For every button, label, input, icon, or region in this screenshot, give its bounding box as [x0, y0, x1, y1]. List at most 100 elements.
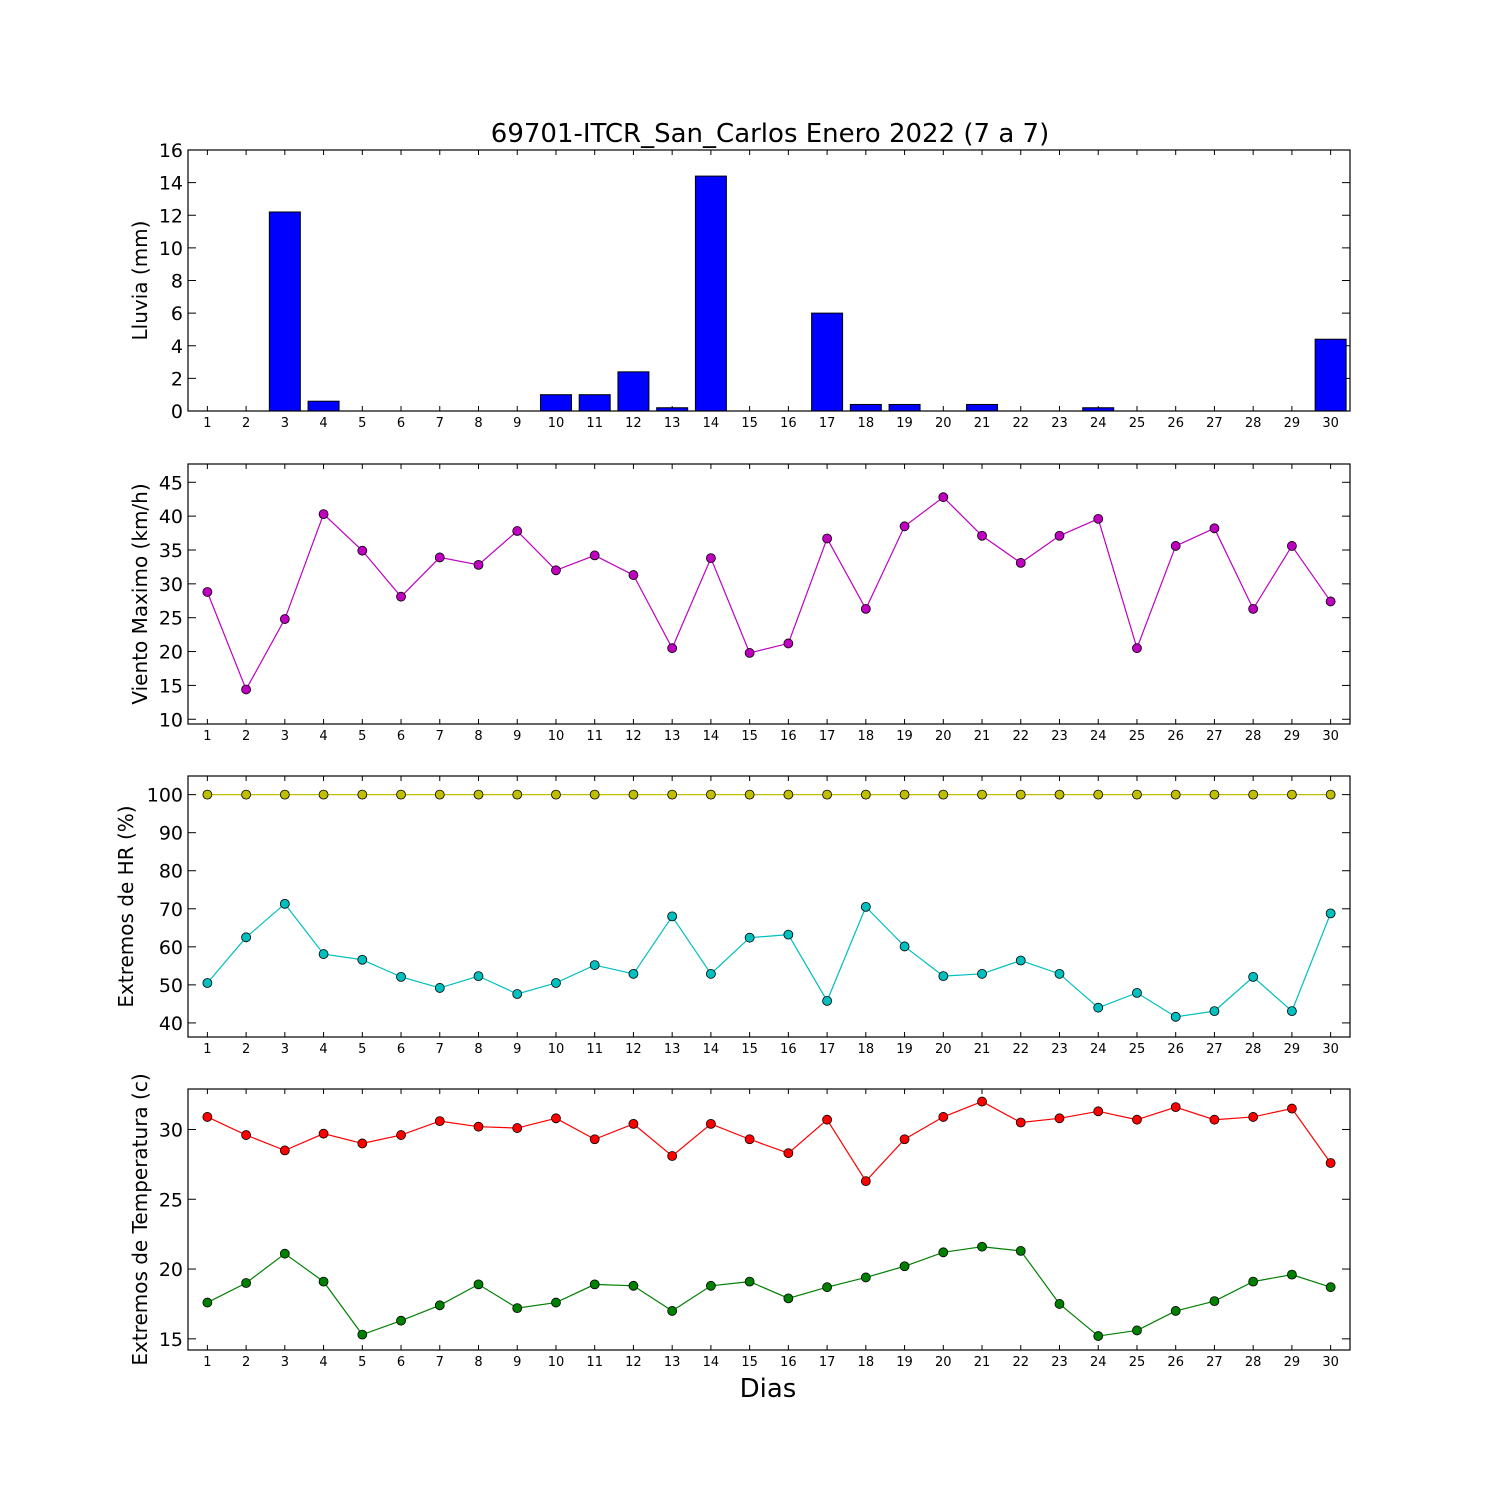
max-wind-xtick-label: 25: [1129, 729, 1146, 744]
humidity-xtick-label: 8: [474, 1042, 482, 1057]
temperature-xtick-label: 23: [1051, 1355, 1068, 1370]
temperature-series-1-point: [473, 1279, 484, 1290]
humidity-series-1-point: [551, 978, 561, 988]
max-wind-series-0-point: [783, 638, 794, 649]
rainfall-xtick-label: 21: [974, 416, 991, 431]
humidity-series-0-point: [899, 789, 910, 800]
temperature-series-0-point: [1170, 1102, 1181, 1113]
humidity-series-0-point: [628, 789, 639, 800]
humidity-xtick-label: 18: [858, 1042, 875, 1057]
max-wind-xtick-label: 1: [203, 729, 211, 744]
humidity-xtick-label: 23: [1051, 1042, 1068, 1057]
x-axis-label: Dias: [740, 1374, 797, 1404]
temperature-xtick-label: 4: [319, 1355, 327, 1370]
temperature-xtick-label: 11: [586, 1355, 603, 1370]
temperature-series-1-point: [860, 1272, 871, 1283]
humidity-series-0-point: [589, 789, 600, 800]
max-wind-series-0-point: [822, 533, 832, 544]
humidity-xtick-label: 13: [664, 1042, 681, 1057]
temperature-ytick-label: 25: [159, 1189, 183, 1211]
temperature-xtick-label: 16: [780, 1355, 797, 1370]
temperature-xtick-label: 27: [1206, 1355, 1223, 1370]
rainfall-xtick-label: 25: [1129, 416, 1146, 431]
humidity-xtick-label: 5: [358, 1042, 366, 1057]
humidity-series-1-point: [1015, 955, 1026, 966]
max-wind-xtick-label: 15: [741, 729, 758, 744]
max-wind-series-0-point: [1325, 596, 1336, 607]
temperature-series-0-line: [207, 1100, 1332, 1183]
temperature-series-0-point: [241, 1130, 252, 1140]
humidity-ytick-label: 50: [159, 975, 183, 997]
temperature-series-1-point: [279, 1248, 290, 1259]
humidity-xtick-label: 17: [819, 1042, 836, 1057]
max-wind-series-0-point: [1287, 541, 1297, 551]
temperature-xtick-label: 17: [819, 1355, 836, 1370]
temperature-series-0-point: [1054, 1113, 1065, 1124]
max-wind-series-0-point: [1054, 530, 1065, 541]
humidity-series-0-point: [860, 789, 871, 800]
humidity-xtick-label: 22: [1012, 1042, 1029, 1057]
temperature-series-1-point: [977, 1241, 987, 1252]
temperature-series-1-point: [1209, 1296, 1220, 1307]
max-wind-xtick-label: 16: [780, 729, 797, 744]
humidity-series-1-point: [783, 929, 794, 940]
humidity-ytick-label: 40: [159, 1013, 183, 1035]
max-wind-xtick-label: 4: [319, 729, 327, 744]
max-wind-xtick-label: 10: [548, 729, 565, 744]
temperature-series-1-point: [434, 1300, 445, 1311]
humidity-xtick-label: 4: [319, 1042, 327, 1057]
max-wind-ytick-label: 40: [159, 506, 183, 528]
max-wind-series-0-point: [1209, 523, 1220, 534]
max-wind-xtick-label: 14: [703, 729, 720, 744]
max-wind-series-0-point: [551, 565, 561, 576]
humidity-series-0-point: [1209, 789, 1220, 800]
humidity-series-1-point: [667, 911, 678, 922]
humidity-xtick-label: 1: [203, 1042, 211, 1057]
max-wind-xtick-label: 3: [281, 729, 289, 744]
rainfall-xtick-label: 22: [1012, 416, 1029, 431]
rainfall-bar: [888, 403, 921, 412]
rainfall-xtick-label: 19: [896, 416, 913, 431]
max-wind-ytick-label: 45: [159, 472, 183, 494]
humidity-series-1-point: [1209, 1006, 1220, 1017]
rainfall-ytick-label: 4: [171, 336, 183, 358]
rainfall-ytick-label: 2: [171, 368, 183, 390]
humidity-series-1-point: [1093, 1002, 1104, 1013]
humidity-xtick-label: 14: [703, 1042, 720, 1057]
rainfall-xtick-label: 26: [1167, 416, 1184, 431]
humidity-series-1-point: [1170, 1011, 1181, 1022]
rainfall-xtick-label: 10: [548, 416, 565, 431]
temperature-series-0-point: [628, 1118, 639, 1129]
temperature-xtick-label: 13: [664, 1355, 681, 1370]
rainfall-xtick-label: 2: [242, 416, 250, 431]
max-wind-series-0-point: [241, 684, 252, 695]
humidity-series-1-point: [1248, 971, 1259, 982]
temperature-series-0-point: [551, 1113, 561, 1124]
humidity-xtick-label: 26: [1167, 1042, 1184, 1057]
humidity-series-0-point: [551, 789, 561, 800]
humidity-series-0-point: [1132, 789, 1142, 800]
rainfall-xtick-label: 4: [319, 416, 327, 431]
max-wind-series-0-point: [938, 492, 949, 503]
humidity-series-0-point: [512, 789, 523, 800]
humidity-series-1-point: [938, 971, 949, 982]
temperature-xtick-label: 5: [358, 1355, 366, 1370]
humidity-series-0-point: [706, 789, 716, 800]
humidity-xtick-label: 12: [625, 1042, 642, 1057]
humidity-series-1-point: [318, 949, 329, 959]
temperature-series-1-point: [1015, 1246, 1026, 1256]
temperature-xtick-label: 18: [858, 1355, 875, 1370]
max-wind-series-0-point: [899, 521, 910, 532]
rainfall-ytick-label: 14: [159, 173, 183, 195]
max-wind-series-0-point: [512, 526, 523, 536]
humidity-y-axis-label: Extremos de HR (%): [114, 805, 138, 1007]
temperature-xtick-label: 2: [242, 1355, 250, 1370]
temperature-xtick-label: 10: [548, 1355, 565, 1370]
max-wind-xtick-label: 24: [1090, 729, 1107, 744]
humidity-ytick-label: 90: [159, 823, 183, 845]
temperature-series-1-point: [899, 1261, 910, 1272]
humidity-series-1-point: [1325, 908, 1336, 919]
temperature-series-0-point: [706, 1118, 716, 1129]
